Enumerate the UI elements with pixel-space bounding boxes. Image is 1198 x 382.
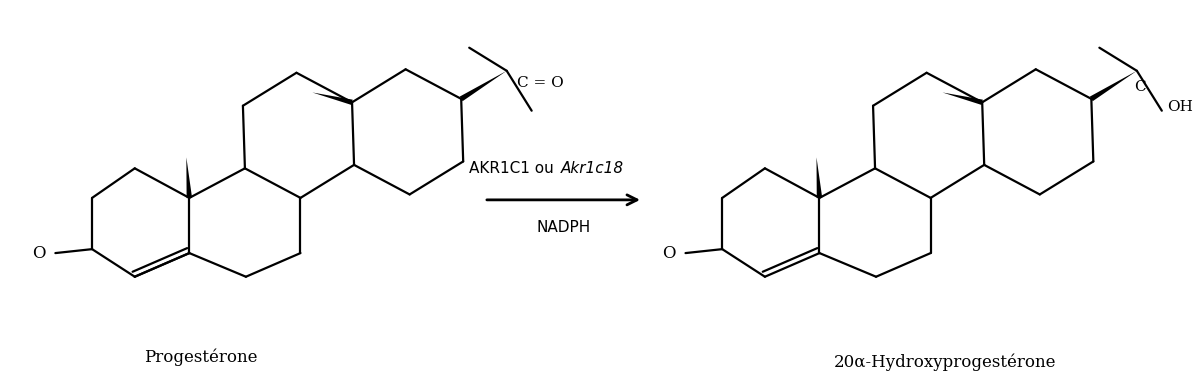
Text: C: C [1133,80,1145,94]
Text: O: O [32,244,46,262]
Text: NADPH: NADPH [537,220,591,235]
Text: OH: OH [1167,100,1192,114]
Polygon shape [313,92,352,105]
Text: C = O: C = O [516,76,563,91]
Polygon shape [817,157,822,198]
Polygon shape [187,157,192,198]
Polygon shape [460,71,507,101]
Text: Akr1c18: Akr1c18 [561,161,624,176]
Text: Progestérone: Progestérone [145,349,258,366]
Text: 20α-Hydroxyprogestérone: 20α-Hydroxyprogestérone [834,354,1057,371]
Text: O: O [662,244,676,262]
Polygon shape [1090,71,1137,101]
Text: AKR1C1 ou: AKR1C1 ou [468,161,558,176]
Polygon shape [943,92,982,105]
